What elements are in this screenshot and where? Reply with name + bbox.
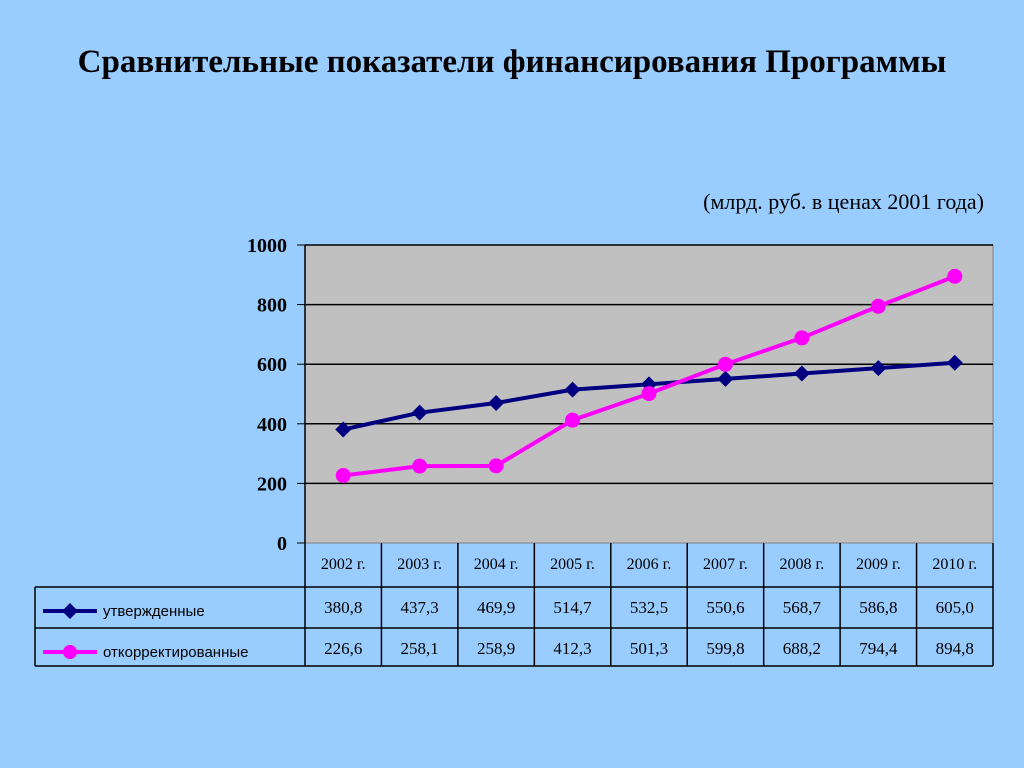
data-point-circle — [947, 268, 963, 284]
data-point-circle — [488, 458, 504, 474]
data-point-diamond — [946, 354, 963, 371]
legend-label: утвержденные — [103, 603, 205, 620]
x-category-label: 2008 г. — [780, 556, 825, 573]
table-value: 586,8 — [859, 598, 897, 617]
table-value: 437,3 — [401, 598, 439, 617]
x-category-label: 2007 г. — [703, 556, 748, 573]
data-point-circle — [335, 467, 351, 483]
y-tick-label: 200 — [257, 473, 287, 495]
table-value: 514,7 — [553, 598, 592, 617]
data-point-diamond — [411, 404, 428, 421]
x-category-label: 2005 г. — [550, 556, 595, 573]
data-point-diamond — [870, 360, 887, 377]
table-value: 794,4 — [859, 639, 898, 658]
page-title: Сравнительные показатели финансирования … — [77, 44, 947, 80]
y-tick-label: 400 — [257, 414, 287, 436]
table-value: 258,1 — [401, 639, 439, 658]
table-value: 894,8 — [936, 639, 974, 658]
table-value: 380,8 — [324, 598, 362, 617]
table-value: 599,8 — [706, 639, 744, 658]
y-tick-label: 0 — [277, 533, 287, 555]
table-value: 688,2 — [783, 639, 821, 658]
data-point-circle — [412, 458, 428, 474]
table-value: 258,9 — [477, 639, 515, 658]
table-value: 501,3 — [630, 639, 668, 658]
data-point-diamond — [335, 421, 352, 438]
legend-diamond-marker — [62, 603, 78, 619]
table-value: 412,3 — [553, 639, 591, 658]
data-point-circle — [870, 298, 886, 314]
y-tick-label: 1000 — [247, 235, 287, 257]
x-category-label: 2004 г. — [474, 556, 519, 573]
legend-circle-marker — [63, 645, 77, 659]
legend-label: откорректированные — [103, 644, 248, 661]
unit-note: (млрд. руб. в ценах 2001 года) — [703, 189, 984, 214]
table-value: 469,9 — [477, 598, 515, 617]
table-value: 532,5 — [630, 598, 668, 617]
data-point-circle — [794, 330, 810, 346]
data-point-circle — [565, 412, 581, 428]
x-category-label: 2002 г. — [321, 556, 366, 573]
table-value: 550,6 — [706, 598, 744, 617]
data-point-diamond — [488, 394, 505, 411]
data-point-diamond — [793, 365, 810, 382]
x-category-label: 2003 г. — [397, 556, 442, 573]
table-value: 605,0 — [936, 598, 974, 617]
y-tick-label: 800 — [257, 295, 287, 317]
x-category-label: 2006 г. — [627, 556, 672, 573]
data-point-circle — [717, 356, 733, 372]
x-category-label: 2009 г. — [856, 556, 901, 573]
data-point-diamond — [717, 370, 734, 387]
x-category-label: 2010 г. — [932, 556, 977, 573]
data-point-diamond — [564, 381, 581, 398]
data-point-circle — [641, 386, 657, 402]
table-value: 568,7 — [783, 598, 822, 617]
table-value: 226,6 — [324, 639, 362, 658]
y-tick-label: 600 — [257, 354, 287, 376]
